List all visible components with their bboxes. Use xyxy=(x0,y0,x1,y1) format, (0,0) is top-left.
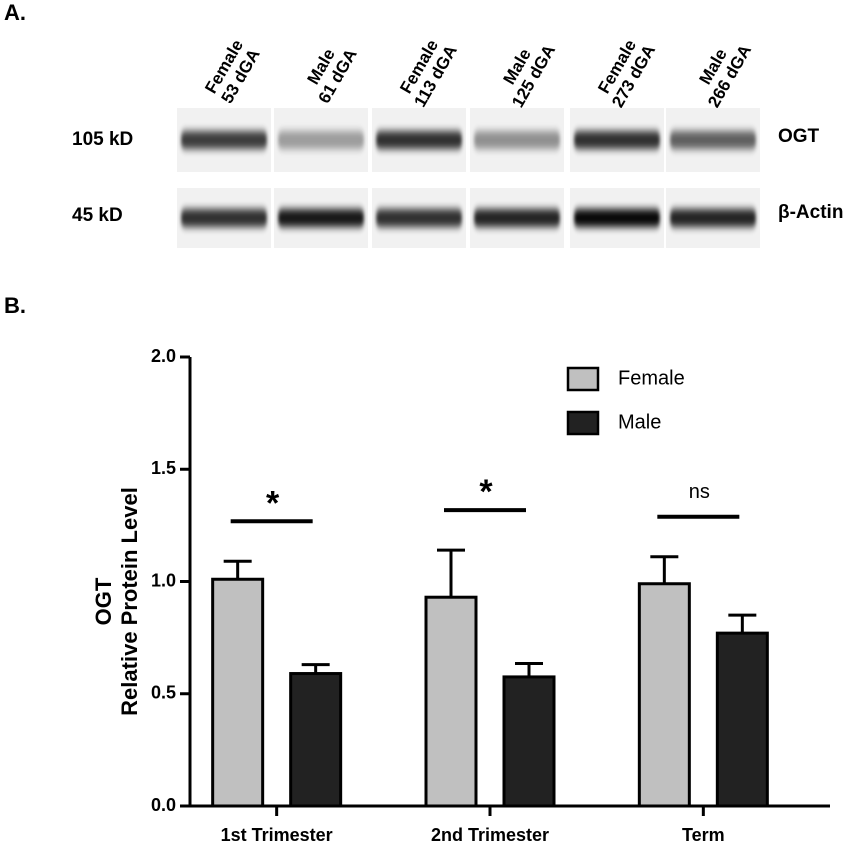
legend-swatch xyxy=(566,410,600,436)
x-tick-label: 1st Trimester xyxy=(221,825,333,845)
protein-label: OGT xyxy=(778,126,820,147)
x-tick-label: 2nd Trimester xyxy=(431,825,549,845)
y-tick-label: 0.0 xyxy=(151,795,176,815)
significance-label: * xyxy=(479,473,493,511)
bar xyxy=(715,631,769,808)
panel-label: B. xyxy=(4,293,26,318)
band xyxy=(574,131,660,149)
band xyxy=(574,209,660,227)
band xyxy=(670,131,756,149)
x-tick-label: Term xyxy=(682,825,725,845)
band xyxy=(181,131,267,149)
bar xyxy=(502,675,556,808)
legend-label: Male xyxy=(618,411,661,433)
y-axis-label-line: Relative Protein Level xyxy=(117,487,142,716)
band xyxy=(181,209,267,227)
band xyxy=(474,209,560,227)
bar xyxy=(289,672,343,808)
y-axis-label-line: OGT xyxy=(91,577,116,625)
band xyxy=(670,209,756,227)
band xyxy=(376,131,462,149)
significance-label: ns xyxy=(689,481,710,503)
y-tick-label: 0.5 xyxy=(151,683,176,703)
band xyxy=(474,131,560,149)
band xyxy=(376,209,462,227)
molecular-weight: 105 kD xyxy=(72,129,133,150)
band xyxy=(278,209,364,227)
significance-label: * xyxy=(266,484,280,522)
panel-label: A. xyxy=(4,0,26,25)
y-tick-label: 1.5 xyxy=(151,458,176,478)
y-axis-label: OGT Relative Protein Level xyxy=(91,487,142,716)
legend-swatch xyxy=(566,366,600,392)
band xyxy=(278,131,364,149)
bar xyxy=(424,595,478,808)
y-tick-label: 2.0 xyxy=(151,346,176,366)
bar xyxy=(211,577,265,808)
bar xyxy=(637,582,691,808)
y-tick-label: 1.0 xyxy=(151,570,176,590)
protein-label: β-Actin xyxy=(778,202,843,223)
legend-label: Female xyxy=(618,367,685,389)
molecular-weight: 45 kD xyxy=(72,205,123,226)
bar-chart: 0.0 0.5 1.0 1.5 2.0 OGT Relative Protein Level… xyxy=(91,346,830,845)
